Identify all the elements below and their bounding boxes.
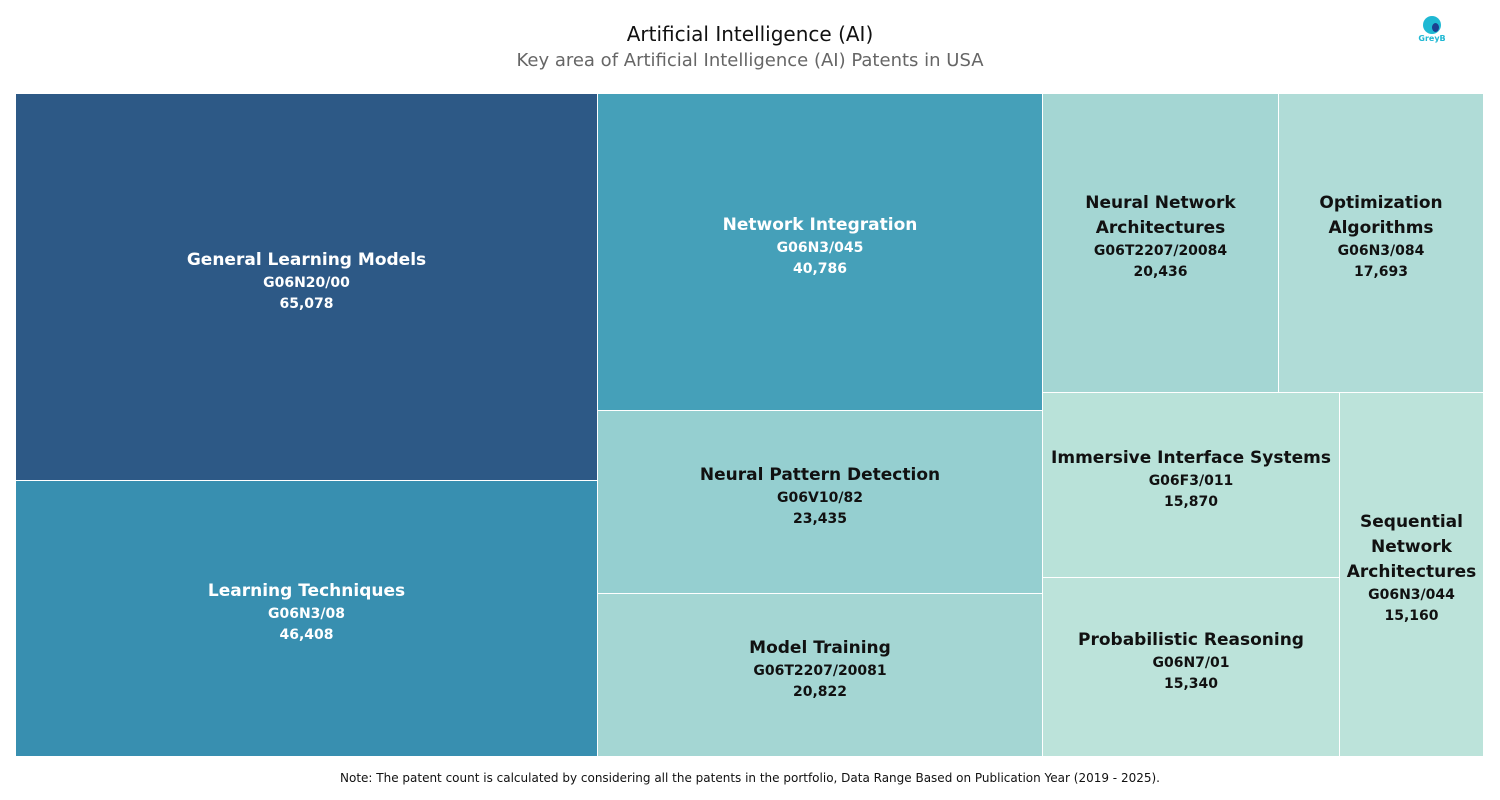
treemap-cell[interactable]: General Learning Models G06N20/00 65,078 xyxy=(16,94,598,481)
treemap-cell[interactable]: Probabilistic Reasoning G06N7/01 15,340 xyxy=(1043,578,1340,757)
treemap-cell[interactable]: Model Training G06T2207/20081 20,822 xyxy=(598,594,1043,757)
cell-value-label: 23,435 xyxy=(792,510,848,527)
cell-code-label: G06T2207/20081 xyxy=(753,662,887,679)
cell-name-label: Neural Pattern Detection xyxy=(699,464,941,485)
treemap-cell[interactable]: Sequential Network Architectures G06N3/044 1… xyxy=(1340,393,1484,757)
cell-name-label: General Learning Models xyxy=(186,249,427,270)
cell-value-label: 65,078 xyxy=(279,295,334,312)
cell-name-label: Model Training xyxy=(749,637,891,658)
treemap-cell[interactable]: Network Integration G06N3/045 40,786 xyxy=(598,94,1043,411)
cell-name-label: Network Integration xyxy=(722,214,918,235)
cell-code-label: G06N20/00 xyxy=(263,274,350,291)
cell-name-label: Learning Techniques xyxy=(207,581,406,601)
cell-name-label: Immersive Interface Systems xyxy=(1051,447,1331,468)
treemap-cell[interactable]: Neural Pattern Detection G06V10/82 23,435 xyxy=(598,411,1043,594)
cell-code-label: G06N3/08 xyxy=(267,606,346,622)
treemap-cell[interactable]: Optimization Algorithms G06N3/084 17,693 xyxy=(1279,94,1484,393)
logo-icon xyxy=(1423,16,1441,34)
footnote: Note: The patent count is calculated by … xyxy=(340,771,1160,785)
cell-code-label: G06N3/045 xyxy=(776,239,864,256)
treemap-cell[interactable]: Neural Network Architectures G06T2207/2008… xyxy=(1043,94,1279,393)
cell-name-label: Optimization Algorithms xyxy=(1319,193,1443,238)
cell-value-label: 40,786 xyxy=(792,260,848,277)
cell-code-label: G06V10/82 xyxy=(777,489,863,506)
cell-code-label: G06N7/01 xyxy=(1152,654,1230,671)
cell-name-label: Probabilistic Reasoning xyxy=(1078,629,1304,650)
treemap-cell[interactable]: Learning Techniques G06N3/08 46,408 xyxy=(16,481,598,757)
treemap-cell[interactable]: Immersive Interface Systems G06F3/011 15,8… xyxy=(1043,393,1340,578)
cell-value-label: 20,822 xyxy=(792,683,848,700)
cell-code-label: G06F3/011 xyxy=(1148,472,1234,489)
cell-name-label: Neural Network Architectures xyxy=(1085,193,1236,238)
cell-code-label: G06T2207/20084 xyxy=(1093,243,1228,259)
logo-text: GreyB xyxy=(1418,34,1446,43)
cell-value-label: 15,160 xyxy=(1384,608,1439,624)
cell-value-label: 20,436 xyxy=(1133,264,1188,280)
cell-value-label: 15,870 xyxy=(1163,493,1219,510)
cell-code-label: G06N3/044 xyxy=(1368,587,1455,603)
cell-value-label: 17,693 xyxy=(1353,264,1409,280)
cell-value-label: 46,408 xyxy=(279,627,334,643)
chart-title: Artificial Intelligence (AI) xyxy=(626,22,874,46)
greyb-logo: GreyB xyxy=(1414,14,1450,50)
cell-name-label: Sequential Network Architectures xyxy=(1346,512,1477,582)
cell-value-label: 15,340 xyxy=(1163,675,1219,692)
cell-code-label: G06N3/084 xyxy=(1337,243,1425,259)
chart-subtitle: Key area of Artificial Intelligence (AI)… xyxy=(516,50,984,71)
